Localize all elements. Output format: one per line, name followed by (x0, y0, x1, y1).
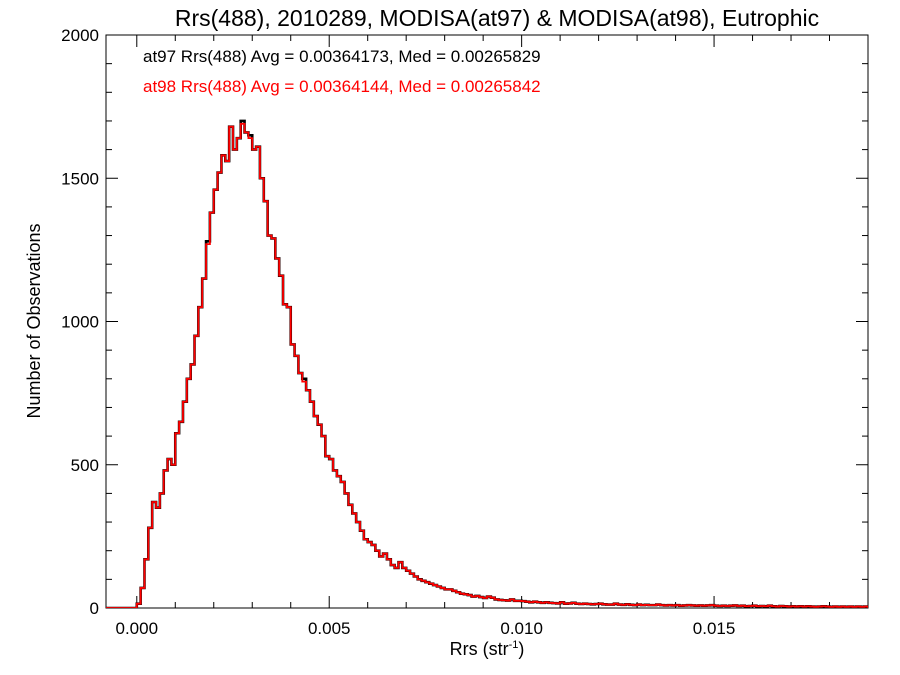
x-axis-label: Rrs (str-1) (450, 639, 525, 659)
y-tick-label: 0 (90, 599, 99, 618)
x-axis-label-main: Rrs (str (450, 639, 509, 659)
y-axis-label: Number of Observations (24, 223, 44, 418)
x-tick-label: 0.015 (693, 619, 736, 638)
y-tick-label: 1000 (61, 313, 99, 332)
series-lines (106, 119, 868, 608)
x-tick-label: 0.005 (308, 619, 351, 638)
legend-entry-at98: at98 Rrs(488) Avg = 0.00364144, Med = 0.… (143, 77, 541, 96)
x-tick-label: 0.010 (500, 619, 543, 638)
x-axis: 0.000 0.005 0.010 0.015 (116, 35, 831, 638)
series-at98-line (106, 122, 868, 608)
y-tick-label: 1500 (61, 169, 99, 188)
chart-title: Rrs(488), 2010289, MODISA(at97) & MODISA… (175, 5, 819, 31)
x-axis-label-end: ) (518, 639, 524, 659)
y-tick-label: 2000 (61, 26, 99, 45)
y-tick-label: 500 (71, 456, 99, 475)
legend-entry-at97: at97 Rrs(488) Avg = 0.00364173, Med = 0.… (143, 47, 541, 66)
x-axis-label-superscript: -1 (509, 639, 519, 651)
series-at97-line (106, 119, 868, 608)
x-tick-label: 0.000 (116, 619, 159, 638)
plot-frame (105, 34, 869, 609)
y-axis: 0 500 1000 1500 2000 (61, 26, 868, 618)
